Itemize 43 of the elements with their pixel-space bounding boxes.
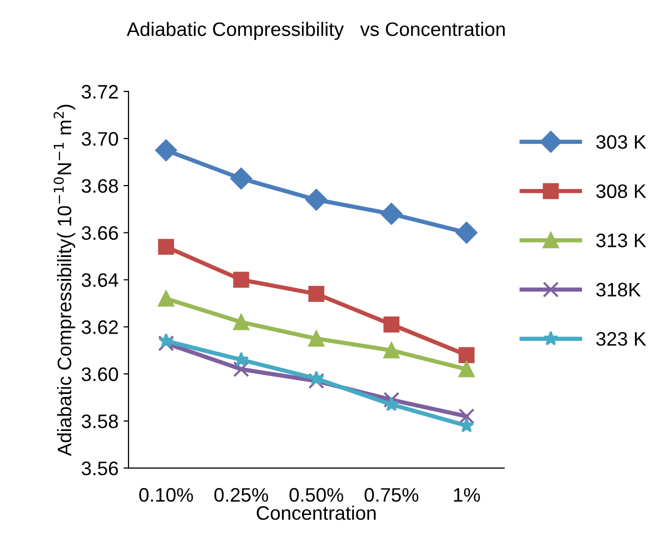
point — [233, 314, 250, 330]
y-tick-label: 3.70 — [82, 132, 118, 146]
y-tick-label: 3.68 — [82, 179, 118, 193]
y-tick-label: 3.58 — [82, 414, 118, 428]
point — [158, 290, 174, 307]
x-tick-label: 0.10% — [139, 488, 193, 502]
y-tick-label: 3.66 — [82, 226, 118, 240]
x-tick-label: 0.50% — [290, 488, 344, 502]
point — [305, 188, 328, 211]
x-tick-label: 0.75% — [364, 488, 418, 502]
point — [230, 168, 252, 190]
x-axis-title: Concentration — [256, 506, 376, 520]
point — [158, 238, 174, 255]
point — [458, 408, 475, 424]
y-tick-label: 3.64 — [82, 273, 118, 287]
point — [155, 139, 177, 162]
chart-title: Adiabatic Compressibility vs Concentration — [126, 22, 505, 40]
point — [458, 347, 475, 364]
x-tick-label: 0.25% — [214, 488, 268, 502]
point — [158, 332, 174, 348]
y-axis-title: Adiabatic Compressibility( 10$^{−10}$N$^{−1}$ m$^{2}$) — [54, 104, 76, 456]
legend-label: 308 K — [596, 184, 646, 198]
point — [233, 361, 250, 378]
y-tick-label: 3.72 — [82, 84, 118, 99]
point — [383, 392, 400, 408]
y-tick-label: 3.62 — [82, 320, 118, 334]
y-tick-label: 3.60 — [82, 367, 118, 382]
legend-label: 313 K — [596, 234, 646, 248]
y-tick-label: 3.56 — [82, 462, 118, 476]
legend-label: 323 K — [596, 332, 646, 346]
point — [456, 222, 478, 244]
point — [308, 372, 324, 389]
point — [158, 335, 174, 352]
point — [233, 272, 250, 288]
legend-label: 303 K — [596, 135, 646, 149]
x-tick-label: 1% — [454, 488, 480, 502]
legend-label: 318K — [596, 282, 641, 297]
point — [380, 202, 402, 225]
point — [383, 342, 400, 358]
point — [308, 330, 324, 347]
point — [458, 361, 475, 378]
point — [383, 316, 400, 332]
point — [308, 286, 324, 302]
